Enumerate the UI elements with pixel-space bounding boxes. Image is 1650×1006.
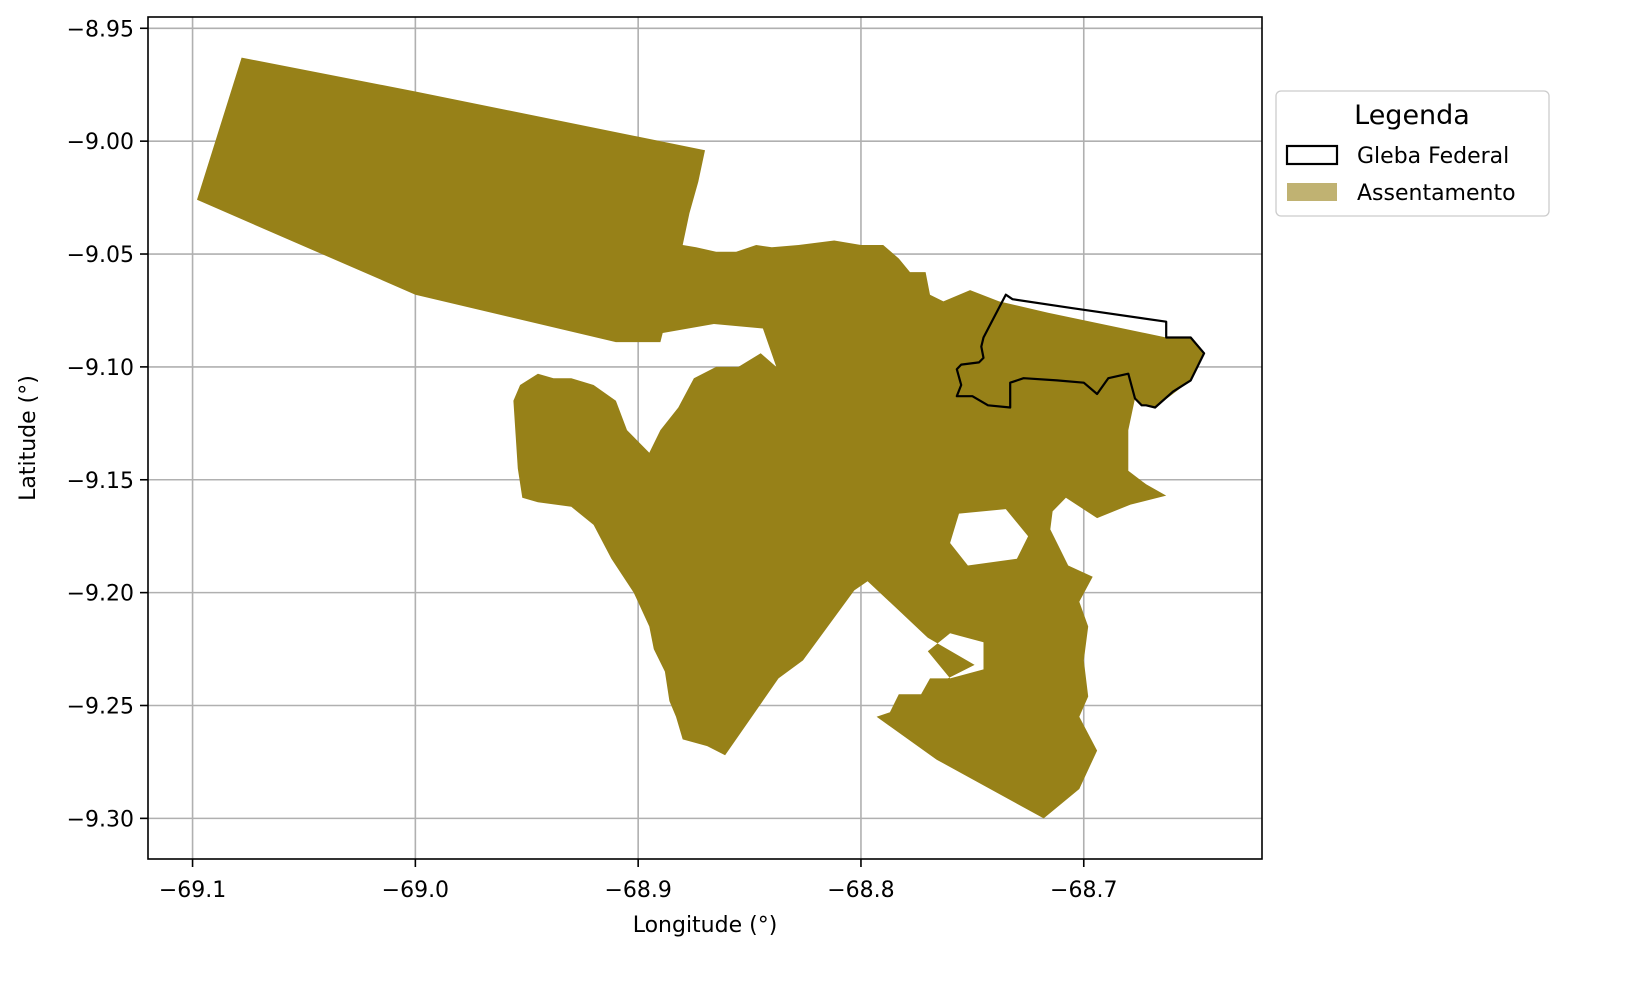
x-axis-ticks: −69.1 −69.0 −68.9 −68.8 −68.7 xyxy=(159,859,1117,903)
map-layers xyxy=(197,57,1206,819)
y-tick-label: −9.00 xyxy=(67,130,134,155)
x-tick-label: −69.0 xyxy=(382,878,449,903)
y-tick-label: −8.95 xyxy=(67,17,134,42)
x-tick-label: −68.7 xyxy=(1050,878,1117,903)
legend: Legenda Gleba Federal Assentamento xyxy=(1275,90,1550,217)
assentamento-polygon xyxy=(197,57,1205,819)
gleba-federal-polygon xyxy=(955,293,1206,409)
y-tick-label: −9.05 xyxy=(67,243,134,268)
y-tick-label: −9.30 xyxy=(67,807,134,832)
axes-frame xyxy=(147,16,1263,860)
legend-swatch-assentamento xyxy=(1287,183,1337,201)
legend-box xyxy=(1275,90,1550,217)
y-tick-label: −9.25 xyxy=(67,694,134,719)
legend-swatch-gleba-federal xyxy=(1285,144,1339,166)
legend-label-assentamento: Assentamento xyxy=(1357,181,1516,206)
y-axis-ticks: −8.95 −9.00 −9.05 −9.10 −9.15 −9.20 −9.25 −9.30 xyxy=(67,17,148,832)
y-tick-label: −9.20 xyxy=(67,582,134,607)
y-tick-label: −9.10 xyxy=(67,356,134,381)
legend-label-gleba-federal: Gleba Federal xyxy=(1357,144,1509,169)
y-axis-label: Latitude (°) xyxy=(16,375,41,501)
x-tick-label: −68.8 xyxy=(827,878,894,903)
x-tick-label: −69.1 xyxy=(159,878,226,903)
x-axis-label: Longitude (°) xyxy=(633,913,778,938)
x-tick-label: −68.9 xyxy=(604,878,671,903)
legend-title: Legenda xyxy=(1354,100,1470,131)
y-tick-label: −9.15 xyxy=(67,469,134,494)
